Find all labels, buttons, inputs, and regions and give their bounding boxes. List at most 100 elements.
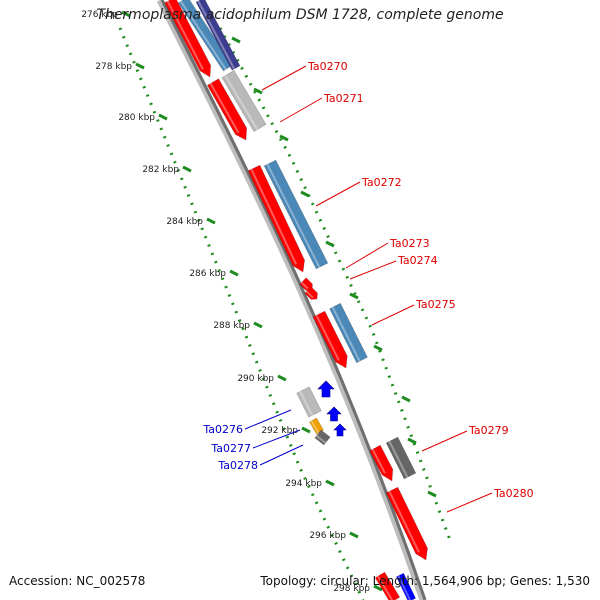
- gene-label: Ta0276: [202, 423, 243, 436]
- gene-label-leader: [279, 97, 323, 123]
- gene-ta0273-shine: [300, 281, 309, 290]
- scale-tick-label: 292 kbp: [261, 426, 298, 436]
- feature-grey: [221, 69, 267, 133]
- scale-tick-label: 282 kbp: [142, 165, 179, 175]
- gene-ta0280-shine: [388, 490, 420, 553]
- gene-label-leader: [421, 430, 468, 452]
- scale-tick-outer: [349, 292, 359, 300]
- accession-text: Accession: NC_002578: [9, 574, 146, 588]
- scale-tick-label: 298 kbp: [333, 584, 370, 594]
- gene-label: Ta0278: [217, 459, 258, 472]
- scale-tick: [135, 62, 145, 70]
- scale-tick: [158, 113, 168, 121]
- gene-label: Ta0271: [323, 92, 364, 105]
- gene-label-leader: [259, 444, 304, 466]
- scale-tick-outer: [407, 437, 417, 445]
- gene-ta0274-shine: [305, 290, 314, 299]
- scale-tick: [325, 479, 335, 487]
- feature-dark-blue-shine: [197, 0, 236, 70]
- gene-ta0270-shine: [166, 0, 204, 70]
- scale-tick-label: 284 kbp: [166, 217, 203, 227]
- feature-ta0277-shine: [310, 420, 320, 434]
- feature-blue: [329, 302, 368, 364]
- gene-label-layer: Ta0270 Ta0271 Ta0272 Ta0273 Ta0274 Ta0275 Ta02…: [202, 60, 534, 513]
- scale-tick-label: 288 kbp: [213, 321, 250, 331]
- scale-tick: [182, 165, 192, 173]
- gene-label: Ta0273: [389, 237, 430, 250]
- feature-dark-grey-shine: [388, 440, 409, 478]
- feature-ta0278-shine: [315, 435, 327, 444]
- genome-summary-text: Topology: circular; Length: 1,564,906 bp…: [260, 574, 590, 588]
- scale-tick: [349, 531, 359, 539]
- gene-ta0271: [206, 78, 248, 141]
- scale-tick: [121, 10, 131, 18]
- feature-ta0278: [314, 429, 331, 446]
- scale-tick: [277, 374, 287, 382]
- gene-label: Ta0280: [493, 487, 534, 500]
- scale-tick-label: 296 kbp: [309, 531, 346, 541]
- gene-label-leader: [261, 65, 307, 91]
- gene-ta0279: [369, 444, 394, 482]
- gene-label-leader: [244, 409, 292, 430]
- gene-label: Ta0270: [307, 60, 348, 73]
- scale-tick-label: 280 kbp: [118, 113, 155, 123]
- scale-ruler: 276 kbp 278 kbp 280 kbp 282 kbp 284 kbp 286 k…: [81, 10, 452, 600]
- scale-tick: [206, 217, 216, 225]
- gene-ta0270: [164, 0, 212, 78]
- gene-ta0271-shine: [209, 82, 240, 134]
- gene-ta0279-shine: [371, 448, 386, 474]
- scale-tick: [229, 269, 239, 277]
- gene-next-shine: [377, 575, 394, 600]
- feature-ta0277: [309, 417, 324, 435]
- gene-ta0272: [247, 164, 305, 273]
- scale-tick-outer: [300, 190, 310, 198]
- gene-label: Ta0279: [468, 424, 509, 437]
- feature-blue-shine: [180, 0, 227, 70]
- gene-label-leader: [252, 429, 301, 449]
- scale-tick-label: 290 kbp: [237, 374, 274, 384]
- scale-tick: [373, 584, 383, 592]
- feature-grey-shine: [224, 75, 259, 131]
- gene-label-leader: [315, 181, 361, 207]
- genome-title: Thermoplasma acidophilum DSM 1728, compl…: [96, 7, 504, 23]
- feature-ta0276: [296, 386, 322, 418]
- feature-ta0276-shine: [299, 390, 314, 416]
- feature-dark-blue: [195, 0, 241, 71]
- reverse-gene-arrow: [317, 380, 335, 398]
- gene-ta0274: [304, 286, 318, 300]
- genome-backbone-shade: [160, 0, 427, 600]
- gene-ta0273: [299, 277, 313, 291]
- gene-ta0272-shine: [250, 168, 298, 265]
- feature-blue-shine: [266, 163, 321, 268]
- reverse-gene-arrow: [326, 406, 342, 422]
- scale-tick-outer: [231, 36, 241, 44]
- gene-ta0275-shine: [315, 314, 340, 361]
- genome-backbone: [156, 0, 427, 600]
- feature-blue: [263, 159, 329, 270]
- gene-label: Ta0274: [397, 254, 438, 267]
- feature-blue-shine: [331, 306, 361, 362]
- scale-tick-label: 294 kbp: [285, 479, 322, 489]
- feature-blue-next: [395, 572, 417, 600]
- gene-label-leader: [345, 242, 389, 269]
- feature-dark-grey: [385, 436, 417, 480]
- feature-blue-next-shine: [397, 575, 412, 600]
- gene-ta0280: [385, 486, 428, 561]
- feature-track: [164, 0, 428, 600]
- scale-tick: [253, 321, 263, 329]
- gene-label: Ta0272: [361, 176, 402, 189]
- scale-tick-label: 278 kbp: [95, 62, 132, 72]
- scale-tick-label: 276 kbp: [81, 10, 118, 20]
- gene-label: Ta0275: [415, 298, 456, 311]
- scale-tick-outer: [401, 395, 411, 403]
- scale-tick-outer: [325, 240, 335, 248]
- scale-tick: [301, 426, 311, 434]
- gene-label-leader: [371, 304, 415, 326]
- scale-tick-outer: [253, 87, 263, 95]
- scale-tick-outer: [373, 344, 383, 352]
- gene-ta0275: [312, 310, 348, 369]
- gene-label-leader: [446, 492, 493, 513]
- scale-tick-outer: [427, 490, 437, 498]
- gene-next: [374, 571, 401, 600]
